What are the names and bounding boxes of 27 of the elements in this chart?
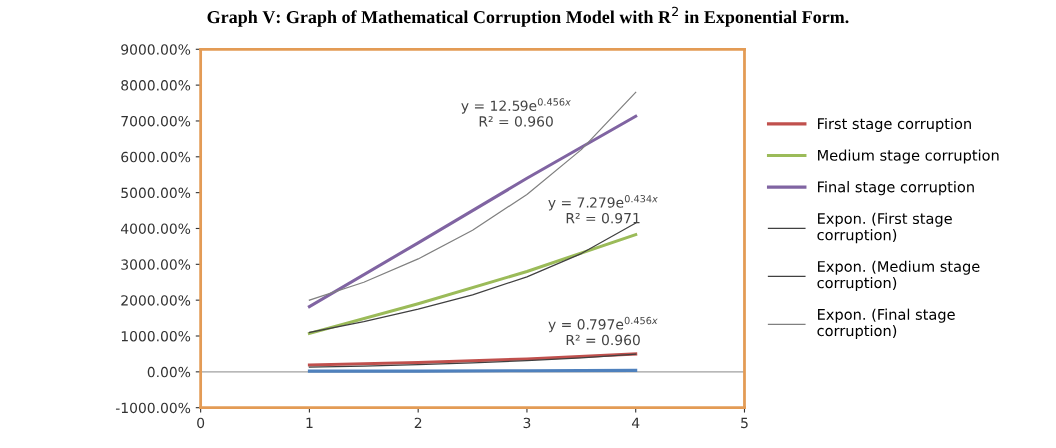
x-tick-label: 0 — [197, 417, 205, 429]
legend-label: Expon. (First stage corruption) — [817, 212, 952, 244]
y-tick-label: 3000.00% — [121, 259, 191, 270]
y-tick-label: 2000.00% — [121, 295, 191, 306]
legend-label: Final stage corruption — [818, 181, 974, 196]
x-tick-label: 5 — [741, 417, 748, 429]
y-tick-label: 9000.00% — [121, 44, 191, 55]
legend-label: Expon. (Medium stage corruption) — [817, 260, 980, 292]
y-tick-label: 7000.00% — [121, 115, 191, 127]
x-tick-label: 4 — [631, 417, 640, 428]
annotation: y = 0.797e$^{0.456x}$ R² = 0.960 — [548, 316, 658, 346]
chart-title: Graph V: Graph of Mathematical Corruption Model with R$^{2}$ in Exponential Form. — [207, 6, 849, 27]
x-tick-label: 1 — [306, 417, 313, 428]
x-tick-label: 2 — [414, 417, 422, 428]
y-tick-label: -1000.00% — [115, 402, 191, 414]
y-tick-label: 4000.00% — [120, 223, 191, 234]
y-tick-label: 0.00% — [147, 366, 191, 378]
annotation: y = 12.59e$^{0.456x}$ R² = 0.960 — [461, 98, 571, 127]
legend-label: Expon. (Final stage corruption) — [817, 308, 955, 340]
y-tick-label: 1000.00% — [121, 330, 191, 342]
x-tick-label: 3 — [523, 417, 531, 429]
y-tick-label: 8000.00% — [121, 80, 191, 91]
annotation: y = 7.279e$^{0.434x}$ R² = 0.971 — [548, 195, 658, 224]
y-tick-label: 6000.00% — [121, 151, 191, 163]
y-tick-label: 5000.00% — [121, 187, 191, 199]
legend-label: First stage corruption — [818, 117, 971, 133]
legend-label: Medium stage corruption — [818, 149, 999, 164]
